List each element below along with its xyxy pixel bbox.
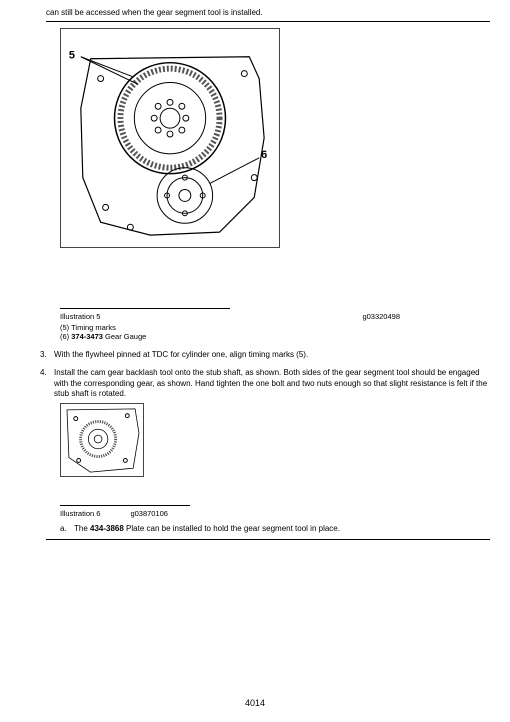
step-4: 4. Install the cam gear backlash tool on… xyxy=(40,368,490,399)
svg-text:5: 5 xyxy=(69,50,75,62)
divider xyxy=(46,21,490,22)
divider-bottom xyxy=(46,539,490,540)
illus-divider xyxy=(60,308,230,309)
step-text: Install the cam gear backlash tool onto … xyxy=(54,368,490,399)
illus-code: g03870106 xyxy=(130,509,168,518)
sub-step-a: a. The 434-3868 Plate can be installed t… xyxy=(60,524,490,533)
illus-divider xyxy=(60,505,190,506)
sub-step-text: The 434-3868 Plate can be installed to h… xyxy=(74,524,490,533)
gear-housing-diagram: 5 6 xyxy=(61,29,279,247)
illus-label: Illustration 6 xyxy=(60,509,100,518)
illustration-6-image xyxy=(60,403,144,477)
illus-note-6: (6) 374-3473 Gear Gauge xyxy=(60,332,490,341)
sub-step-letter: a. xyxy=(60,524,74,533)
step-text: With the flywheel pinned at TDC for cyli… xyxy=(54,350,490,360)
illus-notes: (5) Timing marks (6) 374-3473 Gear Gauge xyxy=(60,323,490,342)
illustration-5-image: 5 6 xyxy=(60,28,280,248)
illus-caption-row: Illustration 6 g03870106 xyxy=(60,509,250,518)
illus-label: Illustration 5 xyxy=(60,312,100,321)
continuation-text: can still be accessed when the gear segm… xyxy=(46,8,490,17)
illus-note-5: (5) Timing marks xyxy=(60,323,490,332)
step-number: 4. xyxy=(40,368,54,399)
backlash-tool-diagram xyxy=(61,404,143,476)
illustration-5-block: 5 6 Illustration 5 g03320498 (5) Timing … xyxy=(60,28,490,342)
step-number: 3. xyxy=(40,350,54,360)
step-3: 3. With the flywheel pinned at TDC for c… xyxy=(40,350,490,360)
illus-caption-row: Illustration 5 g03320498 xyxy=(60,312,440,321)
illustration-6-block: Illustration 6 g03870106 xyxy=(60,403,490,518)
page-number: 4014 xyxy=(0,698,510,708)
illus-code: g03320498 xyxy=(362,312,440,321)
svg-text:6: 6 xyxy=(261,149,267,161)
